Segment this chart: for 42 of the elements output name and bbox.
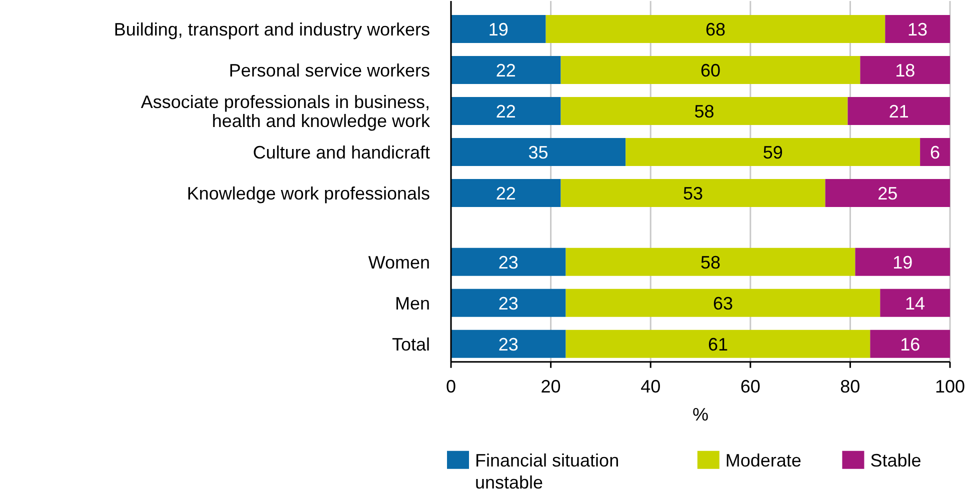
data-label: 23 xyxy=(498,293,518,314)
x-tick-label: 80 xyxy=(840,376,860,396)
data-label: 61 xyxy=(708,334,728,354)
y-tick-label: Total xyxy=(392,334,430,354)
y-tick-label: Personal service workers xyxy=(228,60,430,80)
data-label: 14 xyxy=(905,293,926,314)
data-label: 63 xyxy=(712,293,733,314)
y-tick-label: Culture and handicraft xyxy=(252,142,430,162)
y-tick-label: Women xyxy=(368,252,430,272)
data-label: 23 xyxy=(498,252,518,272)
data-label: 23 xyxy=(498,334,518,354)
y-tick-label: Knowledge work professionals xyxy=(186,183,430,204)
data-label: 68 xyxy=(705,19,726,40)
data-label: 60 xyxy=(700,60,720,80)
data-label: 13 xyxy=(908,19,928,40)
x-tick-label: 20 xyxy=(540,376,561,396)
data-label: 25 xyxy=(878,183,898,204)
x-tick-label: 100 xyxy=(934,376,966,396)
data-label: 35 xyxy=(528,142,548,162)
data-label: 6 xyxy=(930,142,940,162)
data-label: 21 xyxy=(888,101,909,122)
data-label: 19 xyxy=(488,19,508,40)
y-tick-label: Building, transport and industry workers xyxy=(114,19,430,40)
data-label: 53 xyxy=(683,183,704,204)
data-label: 18 xyxy=(895,60,916,80)
data-label: 58 xyxy=(700,252,720,272)
x-tick-label: 0 xyxy=(446,376,456,396)
data-label: 58 xyxy=(694,101,714,122)
y-tick-label: Men xyxy=(394,293,430,314)
x-axis-title: % xyxy=(692,404,709,424)
legend-label: Stable xyxy=(870,450,922,470)
x-tick-label: 60 xyxy=(740,376,760,396)
legend-label: Financial situation unstable xyxy=(475,450,620,492)
legend-label: Moderate xyxy=(725,450,802,470)
data-label: 22 xyxy=(496,183,516,204)
x-tick-label: 40 xyxy=(640,376,661,396)
data-label: 22 xyxy=(496,60,516,80)
data-label: 16 xyxy=(900,334,920,354)
data-label: 59 xyxy=(762,142,783,162)
data-label: 19 xyxy=(892,252,913,272)
y-tick-label: Associate professionals in business, health and knowledge work xyxy=(140,92,431,131)
data-label: 22 xyxy=(496,101,516,122)
